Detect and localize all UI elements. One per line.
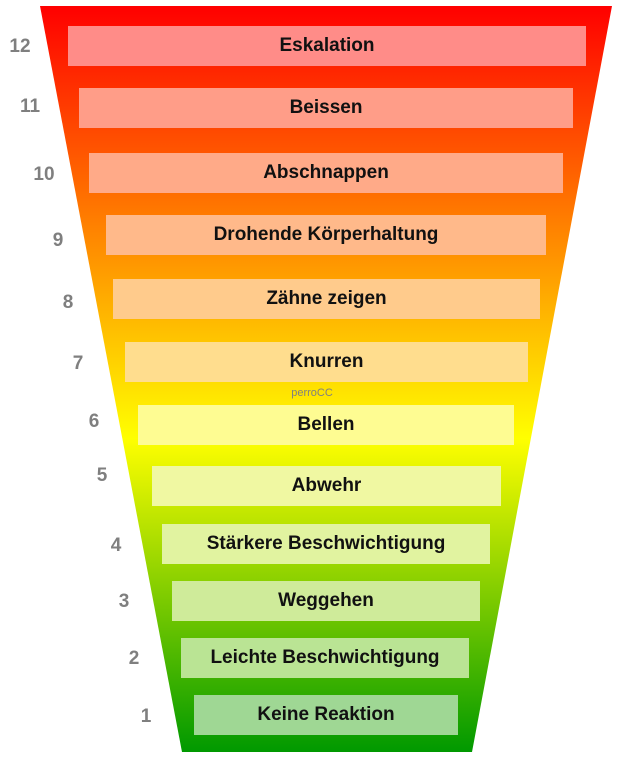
level-bar: Keine Reaktion [194,695,458,735]
level-number: 3 [118,591,130,612]
level-bar: Abschnappen [89,153,563,193]
level-bar: Drohende Körperhaltung [106,215,546,255]
level-number: 7 [72,353,84,374]
level-label: Leichte Beschwichtigung [210,647,440,668]
watermark: perroCC [291,387,333,399]
level-number: 6 [88,411,100,432]
level-label: Knurren [289,351,364,372]
level-bar: Beissen [79,88,573,128]
level-bar: Weggehen [172,581,480,621]
level-label: Keine Reaktion [257,704,395,725]
level-label: Abschnappen [263,162,389,183]
level-bar: Knurren [125,342,528,382]
level-number: 4 [110,535,122,556]
level-number: 2 [128,648,140,669]
level-number: 9 [52,230,64,251]
level-bar: Leichte Beschwichtigung [181,638,469,678]
level-label: Zähne zeigen [266,288,387,309]
level-number: 12 [9,36,31,57]
level-number: 11 [19,96,41,117]
level-label: Bellen [297,414,355,435]
level-label: Beissen [289,97,363,118]
level-bar: Bellen [138,405,514,445]
level-label: Stärkere Beschwichtigung [206,533,446,554]
level-label: Eskalation [279,35,375,56]
level-bar: Eskalation [68,26,586,66]
level-bar: Stärkere Beschwichtigung [162,524,490,564]
level-bar: Zähne zeigen [113,279,540,319]
level-bar: Abwehr [152,466,501,506]
level-number: 10 [33,164,55,185]
level-number: 8 [62,292,74,313]
level-number: 5 [96,465,108,486]
level-label: Abwehr [291,475,362,496]
level-label: Weggehen [278,590,374,611]
level-number: 1 [140,706,152,727]
level-label: Drohende Körperhaltung [213,224,439,245]
